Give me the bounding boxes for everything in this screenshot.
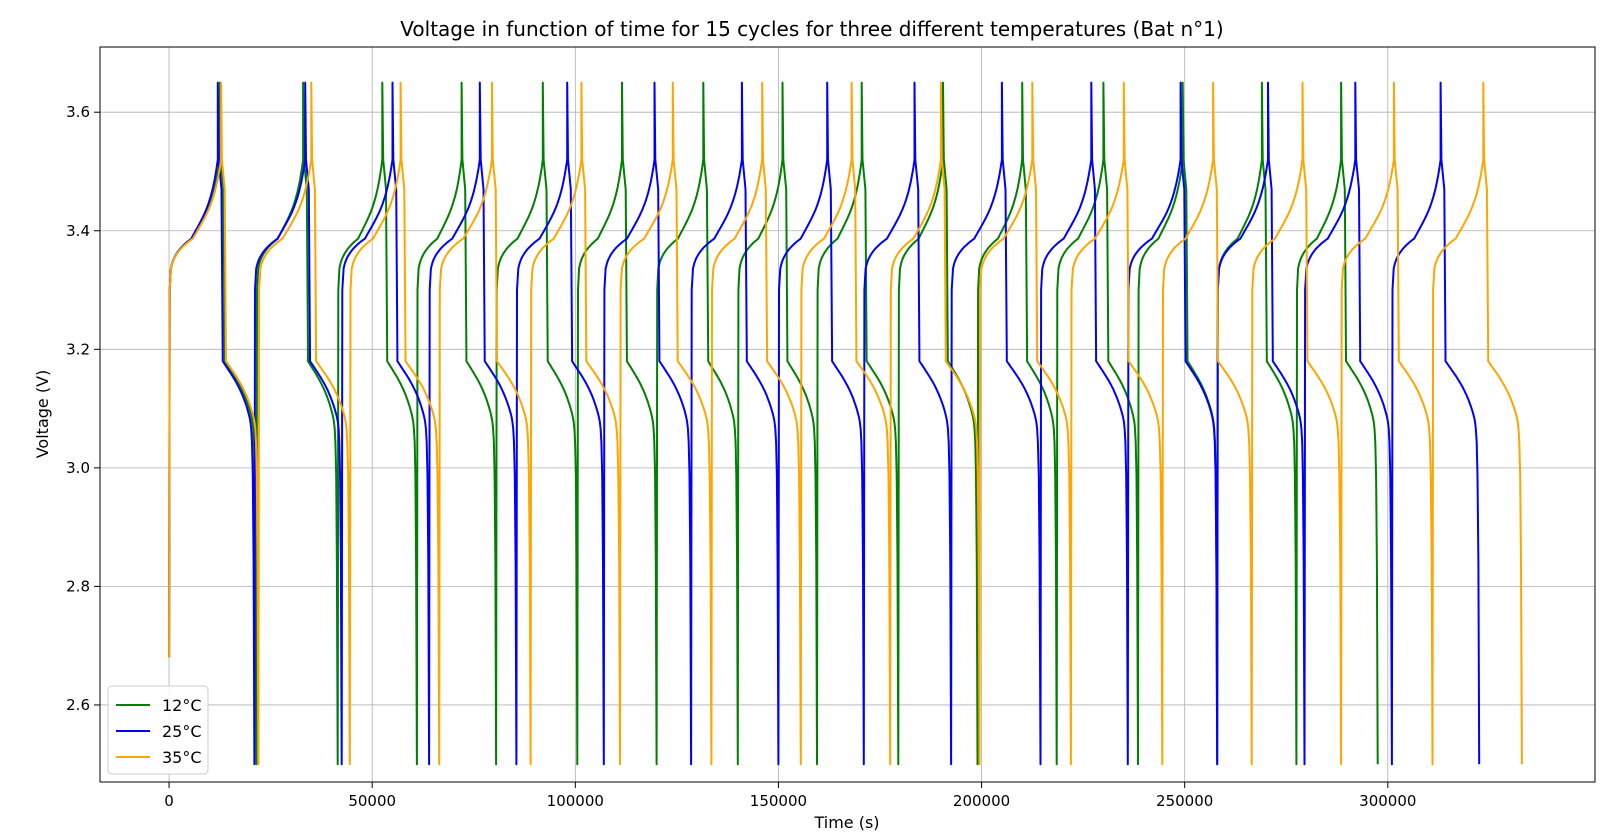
- legend-label: 12°C: [162, 696, 202, 715]
- plot-frame: [99, 46, 1596, 783]
- x-tick-label: 150000: [750, 792, 807, 810]
- legend: 12°C 25°C 35°C: [107, 685, 209, 775]
- chart-title: Voltage in function of time for 15 cycle…: [400, 17, 1223, 41]
- y-tick-label: 3.6: [66, 103, 90, 121]
- x-tick-label: 50000: [348, 792, 396, 810]
- series-line: [168, 81, 1523, 766]
- y-axis: 2.6 2.8 3.0 3.2 3.4 3.6: [66, 103, 100, 714]
- y-tick-label: 3.0: [66, 459, 90, 477]
- x-axis: 0 50000 100000 150000 200000 250000 300000: [164, 782, 1416, 810]
- x-axis-label: Time (s): [813, 813, 879, 832]
- y-tick-label: 3.4: [66, 222, 90, 240]
- legend-label: 35°C: [162, 748, 202, 767]
- x-tick-label: 0: [164, 792, 174, 810]
- series-layer: [168, 81, 1523, 766]
- x-tick-label: 100000: [547, 792, 604, 810]
- x-tick-label: 300000: [1359, 792, 1416, 810]
- y-tick-label: 2.6: [66, 696, 90, 714]
- grid: [100, 47, 1595, 782]
- x-tick-label: 200000: [953, 792, 1010, 810]
- series-line: [168, 81, 1481, 766]
- legend-box: [107, 685, 209, 775]
- x-tick-label: 250000: [1156, 792, 1213, 810]
- y-tick-label: 3.2: [66, 340, 90, 358]
- y-tick-label: 2.8: [66, 577, 90, 595]
- legend-label: 25°C: [162, 722, 202, 741]
- series-line: [168, 81, 1379, 766]
- y-axis-label: Voltage (V): [33, 370, 52, 459]
